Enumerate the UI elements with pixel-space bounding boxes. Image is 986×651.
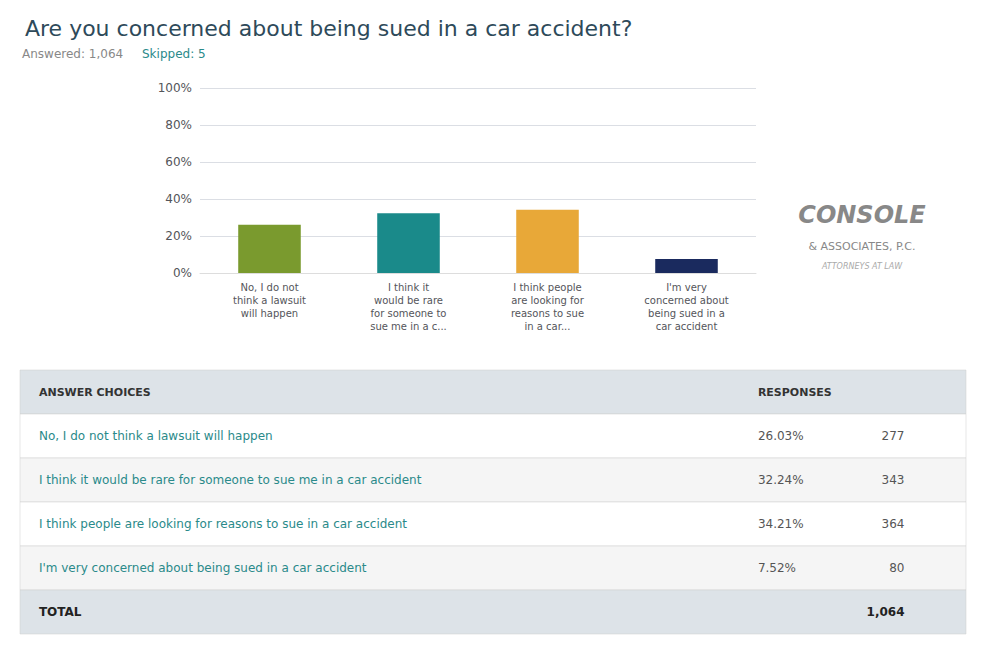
svg-text:concerned about: concerned about xyxy=(644,295,728,306)
svg-text:RESPONSES: RESPONSES xyxy=(758,386,832,399)
svg-text:I think it: I think it xyxy=(388,282,429,293)
svg-text:I think people are looking for: I think people are looking for reasons t… xyxy=(39,517,407,531)
svg-text:343: 343 xyxy=(882,473,905,487)
svg-text:CONSOLE: CONSOLE xyxy=(798,201,926,229)
svg-text:40%: 40% xyxy=(165,192,192,206)
svg-text:32.24%: 32.24% xyxy=(758,473,804,487)
svg-text:80%: 80% xyxy=(165,118,192,132)
svg-text:Answered: 1,064: Answered: 1,064 xyxy=(22,47,123,61)
svg-text:will happen: will happen xyxy=(241,308,298,319)
svg-text:& ASSOCIATES, P.C.: & ASSOCIATES, P.C. xyxy=(808,240,915,253)
svg-text:364: 364 xyxy=(882,517,905,531)
svg-text:34.21%: 34.21% xyxy=(758,517,804,531)
svg-text:No, I do not think a lawsuit w: No, I do not think a lawsuit will happen xyxy=(39,429,273,443)
svg-text:reasons to sue: reasons to sue xyxy=(511,308,584,319)
svg-text:Are you concerned about being: Are you concerned about being sued in a … xyxy=(25,16,632,41)
svg-text:Skipped: 5: Skipped: 5 xyxy=(142,47,206,61)
svg-text:I'm very concerned about being: I'm very concerned about being sued in a… xyxy=(39,561,367,575)
svg-text:being sued in a: being sued in a xyxy=(648,308,725,319)
svg-text:I think people: I think people xyxy=(513,282,581,293)
svg-text:100%: 100% xyxy=(158,81,192,95)
svg-text:sue me in a c...: sue me in a c... xyxy=(370,321,447,332)
svg-text:277: 277 xyxy=(882,429,905,443)
svg-text:1,064: 1,064 xyxy=(867,605,905,619)
svg-text:are looking for: are looking for xyxy=(511,295,584,306)
svg-text:ANSWER CHOICES: ANSWER CHOICES xyxy=(39,386,151,399)
svg-text:in a car...: in a car... xyxy=(525,321,571,332)
svg-text:7.52%: 7.52% xyxy=(758,561,796,575)
svg-text:ATTORNEYS AT LAW: ATTORNEYS AT LAW xyxy=(821,262,903,271)
svg-text:20%: 20% xyxy=(165,229,192,243)
svg-text:0%: 0% xyxy=(173,266,192,280)
svg-text:car accident: car accident xyxy=(656,321,718,332)
svg-text:think a lawsuit: think a lawsuit xyxy=(233,295,306,306)
svg-text:26.03%: 26.03% xyxy=(758,429,804,443)
svg-text:I think it would be rare for s: I think it would be rare for someone to … xyxy=(39,473,422,487)
svg-text:80: 80 xyxy=(889,561,904,575)
svg-text:would be rare: would be rare xyxy=(374,295,443,306)
svg-text:60%: 60% xyxy=(165,155,192,169)
svg-text:I'm very: I'm very xyxy=(666,282,707,293)
svg-text:No, I do not: No, I do not xyxy=(240,282,298,293)
svg-text:for someone to: for someone to xyxy=(371,308,447,319)
svg-text:TOTAL: TOTAL xyxy=(39,605,82,619)
